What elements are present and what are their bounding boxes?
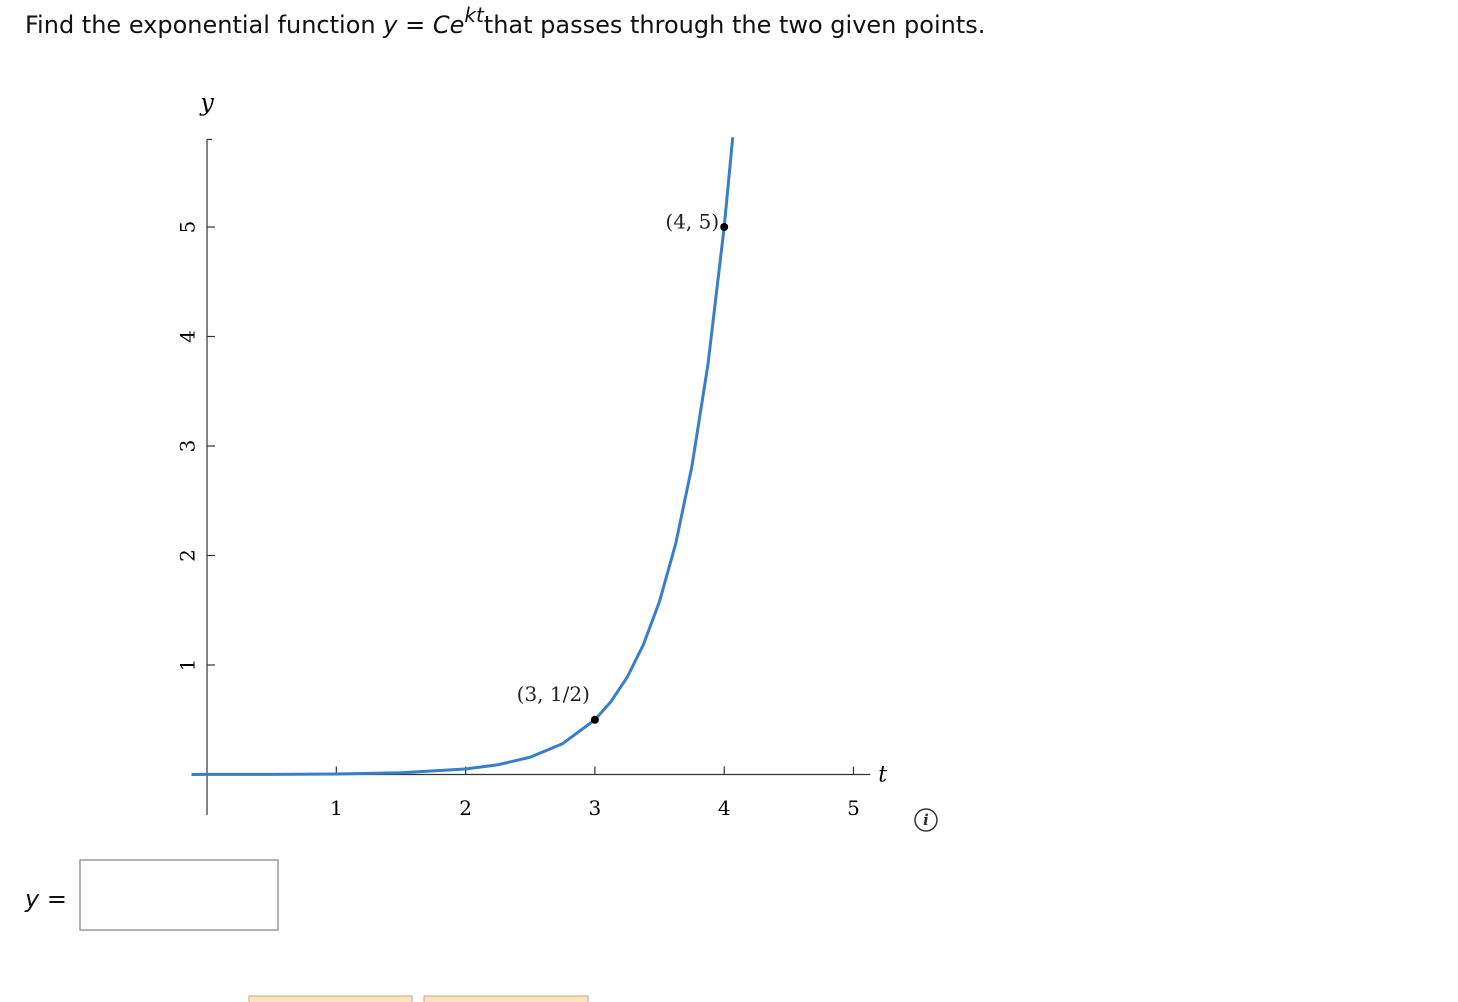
- point: [720, 222, 729, 231]
- question-prefix: Find the exponential function: [25, 11, 376, 39]
- x-tick-label: 1: [330, 796, 343, 820]
- question-base: Ce: [433, 11, 465, 39]
- button[interactable]: [248, 995, 413, 1002]
- y-tick-label: 5: [176, 221, 200, 234]
- x-tick-label: 2: [459, 796, 472, 820]
- info-icon[interactable]: i: [914, 808, 938, 832]
- point-label: (3, 1/2): [517, 682, 590, 706]
- y-tick-label: 4: [176, 330, 200, 343]
- x-tick-label: 3: [589, 796, 602, 820]
- question-eq: =: [405, 11, 425, 39]
- question: Find the exponential function y = Cektth…: [25, 3, 985, 40]
- x-tick-label: 4: [718, 796, 731, 820]
- question-lhs: y: [382, 11, 398, 39]
- info-glyph[interactable]: i: [923, 811, 929, 829]
- y-tick-label: 1: [176, 659, 200, 672]
- plot: t y 1 2 3 4 5 1 2 3 4 5 (3, 1/2) (4, 5): [176, 89, 888, 820]
- answer-input[interactable]: [79, 859, 279, 931]
- curve: [191, 137, 735, 776]
- y-tick-label: 3: [176, 440, 200, 453]
- y-tick-label: 2: [176, 549, 200, 562]
- button[interactable]: [423, 995, 589, 1002]
- point: [590, 715, 599, 724]
- answer-eq: =: [47, 885, 67, 913]
- x-axis-label: t: [878, 762, 887, 787]
- question-suffix: that passes through the two given points…: [484, 11, 986, 39]
- question-exponent: kt: [464, 3, 485, 27]
- point-label: (4, 5): [665, 209, 719, 233]
- answer-var: y: [24, 885, 40, 913]
- y-axis-label: y: [199, 89, 214, 117]
- answer-label: y =: [24, 885, 67, 913]
- info-circle[interactable]: [914, 808, 938, 832]
- x-tick-label: 5: [847, 796, 860, 820]
